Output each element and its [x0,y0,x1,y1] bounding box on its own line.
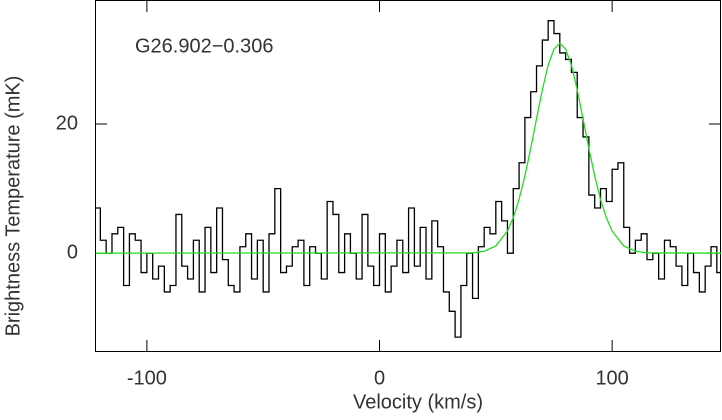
fit-line [95,42,721,254]
y-tick-label: 20 [56,112,78,134]
x-axis-label: Velocity (km/s) [353,391,483,413]
annotation: G26.902−0.306 [135,35,273,57]
spectrum-line [95,20,721,338]
x-tick-label: -100 [127,367,167,389]
y-tick-label: 0 [67,241,78,263]
y-axis-label: Brightness Temperature (mK) [2,76,24,337]
plot-frame [95,0,721,352]
x-tick-label: 100 [595,367,628,389]
x-tick-label: 0 [374,367,385,389]
